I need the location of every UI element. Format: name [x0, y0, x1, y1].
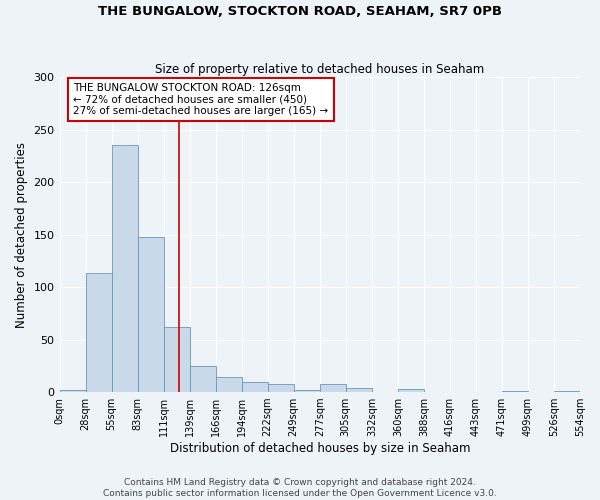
Text: THE BUNGALOW, STOCKTON ROAD, SEAHAM, SR7 0PB: THE BUNGALOW, STOCKTON ROAD, SEAHAM, SR7…	[98, 5, 502, 18]
Bar	[554, 391, 580, 392]
Bar	[86, 274, 112, 392]
Bar	[398, 389, 424, 392]
Bar	[320, 384, 346, 392]
Text: THE BUNGALOW STOCKTON ROAD: 126sqm
← 72% of detached houses are smaller (450)
27: THE BUNGALOW STOCKTON ROAD: 126sqm ← 72%…	[73, 82, 329, 116]
Bar	[137, 236, 164, 392]
X-axis label: Distribution of detached houses by size in Seaham: Distribution of detached houses by size …	[170, 442, 470, 455]
Bar	[502, 391, 528, 392]
Y-axis label: Number of detached properties: Number of detached properties	[15, 142, 28, 328]
Bar	[346, 388, 372, 392]
Bar	[268, 384, 294, 392]
Bar	[59, 390, 86, 392]
Bar	[112, 146, 137, 392]
Text: Contains HM Land Registry data © Crown copyright and database right 2024.
Contai: Contains HM Land Registry data © Crown c…	[103, 478, 497, 498]
Bar	[242, 382, 268, 392]
Bar	[215, 378, 242, 392]
Title: Size of property relative to detached houses in Seaham: Size of property relative to detached ho…	[155, 63, 484, 76]
Bar	[190, 366, 215, 392]
Bar	[164, 327, 190, 392]
Bar	[294, 390, 320, 392]
